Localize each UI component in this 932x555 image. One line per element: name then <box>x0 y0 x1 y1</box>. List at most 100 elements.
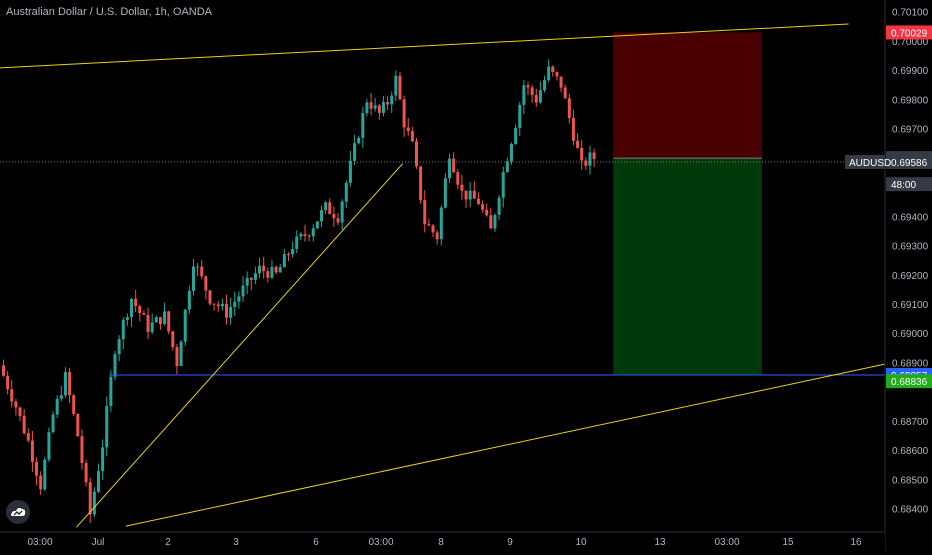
candle[interactable] <box>320 205 324 228</box>
candle[interactable] <box>51 411 55 434</box>
candle[interactable] <box>419 165 423 204</box>
candle[interactable] <box>571 109 575 146</box>
candle[interactable] <box>353 134 357 166</box>
candle[interactable] <box>311 224 315 242</box>
candle[interactable] <box>443 173 447 209</box>
candle[interactable] <box>464 190 468 209</box>
candle[interactable] <box>377 103 381 121</box>
candle[interactable] <box>150 313 154 335</box>
candle[interactable] <box>76 413 80 437</box>
candle[interactable] <box>249 277 253 290</box>
candle[interactable] <box>245 271 249 295</box>
candle[interactable] <box>485 203 489 217</box>
candle[interactable] <box>39 471 43 495</box>
candle[interactable] <box>191 258 195 296</box>
candle[interactable] <box>555 71 559 81</box>
candle[interactable] <box>130 298 134 328</box>
candle[interactable] <box>63 367 67 398</box>
candle[interactable] <box>175 343 179 375</box>
candle[interactable] <box>344 180 348 208</box>
candle[interactable] <box>547 59 551 83</box>
candle[interactable] <box>187 285 191 314</box>
candle[interactable] <box>47 427 51 462</box>
candle[interactable] <box>101 439 105 480</box>
trendline-2[interactable] <box>75 163 403 528</box>
candle[interactable] <box>452 152 456 174</box>
candle[interactable] <box>365 98 369 117</box>
candle[interactable] <box>534 88 538 108</box>
candle[interactable] <box>402 95 406 137</box>
candle[interactable] <box>526 81 530 95</box>
candle[interactable] <box>179 339 183 367</box>
candle[interactable] <box>2 359 5 377</box>
candle[interactable] <box>315 221 319 229</box>
trendline-3[interactable] <box>125 363 886 527</box>
candle[interactable] <box>427 218 431 227</box>
candle[interactable] <box>472 181 476 199</box>
candle[interactable] <box>509 142 513 165</box>
candle[interactable] <box>167 310 171 335</box>
candle[interactable] <box>543 75 547 93</box>
candle[interactable] <box>431 223 435 238</box>
candle[interactable] <box>373 98 377 112</box>
candle[interactable] <box>225 294 229 325</box>
candle[interactable] <box>324 201 328 215</box>
candle[interactable] <box>216 300 220 312</box>
candle[interactable] <box>204 275 208 300</box>
candle[interactable] <box>456 169 460 190</box>
candle[interactable] <box>6 371 10 395</box>
candle[interactable] <box>357 135 361 145</box>
price-axis[interactable] <box>885 0 932 550</box>
candle[interactable] <box>253 266 257 284</box>
candle[interactable] <box>299 232 303 241</box>
candle[interactable] <box>138 304 142 322</box>
candle[interactable] <box>460 174 464 200</box>
candle[interactable] <box>394 70 398 101</box>
candle[interactable] <box>576 132 580 149</box>
candle[interactable] <box>559 76 563 93</box>
candle[interactable] <box>196 263 200 277</box>
candle[interactable] <box>567 93 571 124</box>
candle[interactable] <box>258 257 262 279</box>
candle[interactable] <box>84 459 88 487</box>
candle[interactable] <box>26 428 30 443</box>
candle[interactable] <box>361 106 365 148</box>
candle[interactable] <box>14 398 18 416</box>
candle[interactable] <box>241 276 245 302</box>
candle[interactable] <box>212 303 216 311</box>
candle[interactable] <box>237 291 241 309</box>
candle[interactable] <box>171 330 175 351</box>
candle[interactable] <box>439 205 443 246</box>
candle[interactable] <box>410 126 414 143</box>
candle[interactable] <box>266 267 270 283</box>
candle[interactable] <box>121 317 125 349</box>
candle[interactable] <box>415 137 418 169</box>
candle[interactable] <box>563 84 567 99</box>
candle[interactable] <box>406 118 410 136</box>
candle[interactable] <box>10 380 14 408</box>
candle[interactable] <box>592 148 596 168</box>
candle[interactable] <box>551 65 555 77</box>
candle[interactable] <box>307 233 311 242</box>
candle[interactable] <box>88 477 92 524</box>
tradingview-logo-icon[interactable] <box>6 500 30 524</box>
candle[interactable] <box>68 367 72 403</box>
candle[interactable] <box>96 463 100 494</box>
candle[interactable] <box>505 157 509 173</box>
candle[interactable] <box>336 212 340 226</box>
candle[interactable] <box>423 190 427 233</box>
candle[interactable] <box>278 263 282 273</box>
candle[interactable] <box>109 370 113 412</box>
candle[interactable] <box>55 395 59 419</box>
candle[interactable] <box>369 92 373 116</box>
candle[interactable] <box>386 96 390 111</box>
candle[interactable] <box>125 313 129 326</box>
candle[interactable] <box>92 487 96 518</box>
candle[interactable] <box>348 151 352 187</box>
candle[interactable] <box>262 256 266 279</box>
candle[interactable] <box>134 290 138 313</box>
candle[interactable] <box>501 166 505 208</box>
time-axis[interactable] <box>0 532 885 550</box>
candle[interactable] <box>580 139 584 171</box>
